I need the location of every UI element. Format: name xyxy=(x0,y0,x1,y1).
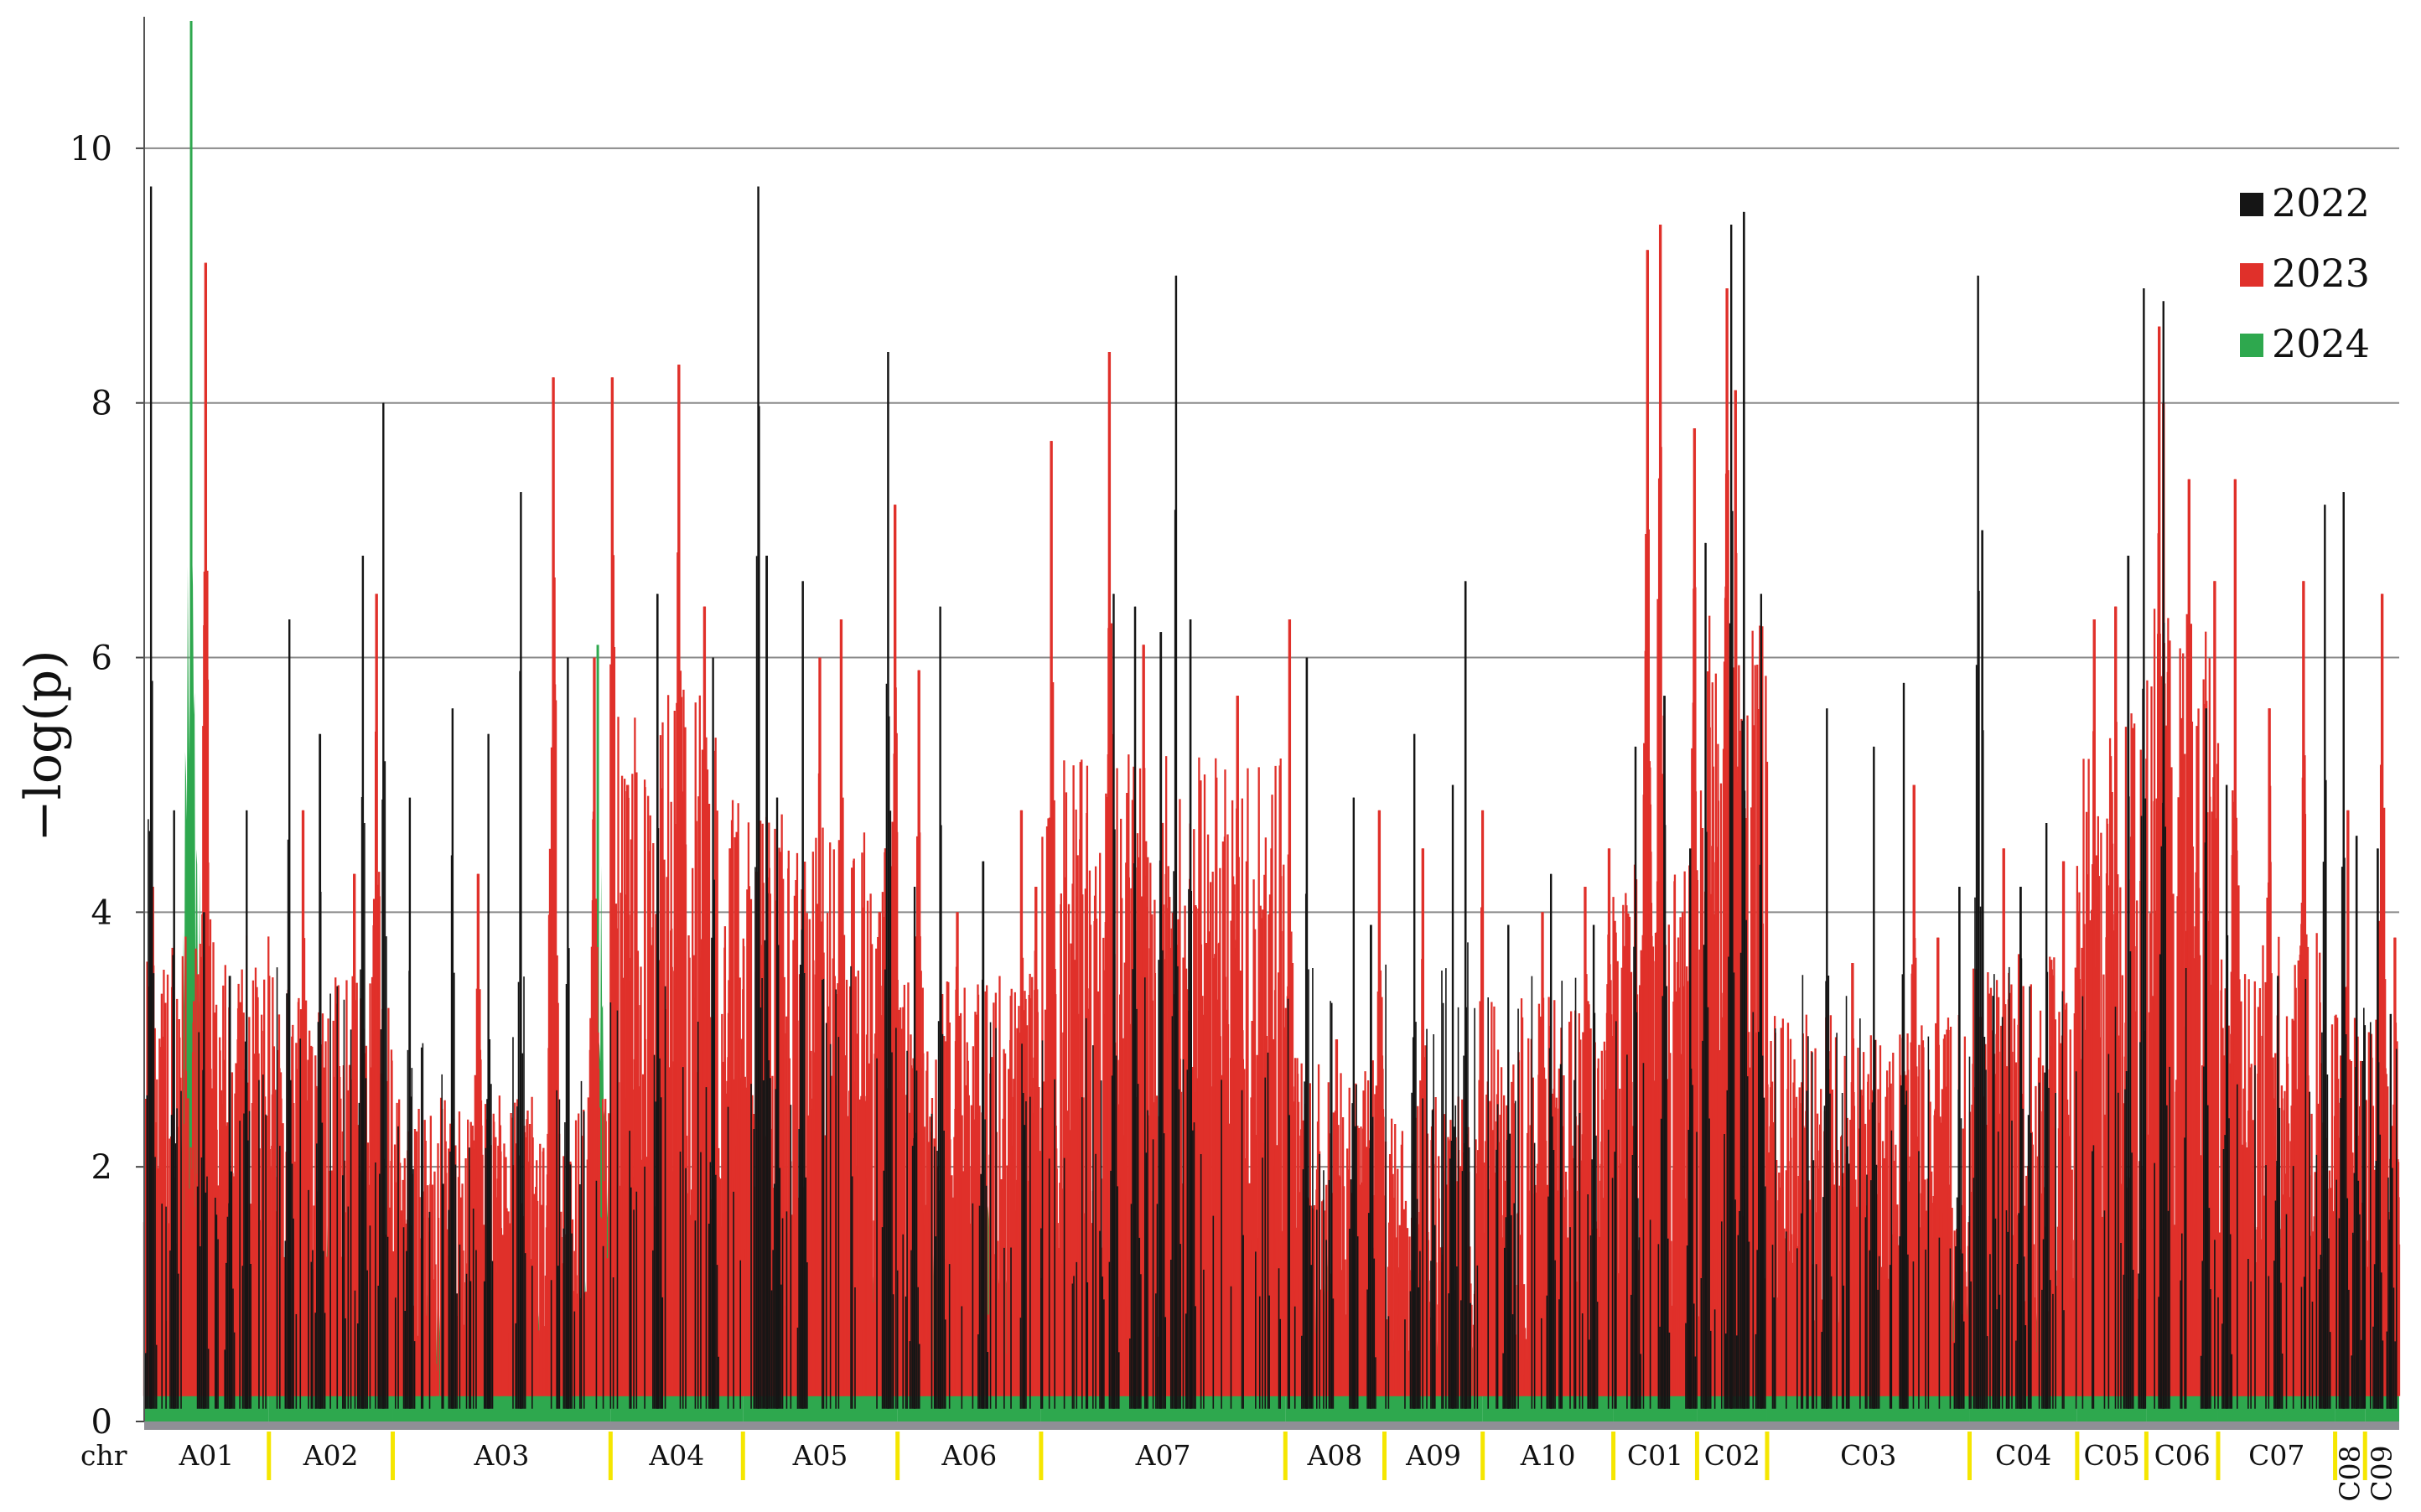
series-2023-bars xyxy=(143,225,2401,1396)
series-2022-bars xyxy=(144,186,2398,1409)
